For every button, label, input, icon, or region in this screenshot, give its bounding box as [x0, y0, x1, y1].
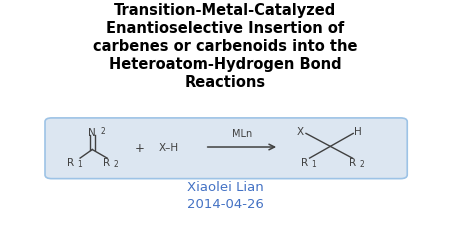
Text: MLn: MLn — [232, 129, 252, 139]
Text: X: X — [297, 127, 304, 137]
Text: R: R — [67, 157, 74, 167]
Text: +: + — [135, 141, 144, 154]
Text: R: R — [349, 157, 356, 167]
Text: Xiaolei Lian
2014-04-26: Xiaolei Lian 2014-04-26 — [187, 180, 263, 210]
Text: 2: 2 — [113, 160, 118, 169]
Text: H: H — [354, 127, 362, 137]
FancyBboxPatch shape — [45, 118, 407, 179]
Text: 1: 1 — [311, 160, 316, 169]
Text: N: N — [88, 128, 95, 138]
Text: X–H: X–H — [159, 142, 179, 152]
Text: R: R — [103, 157, 110, 167]
Text: 1: 1 — [77, 160, 82, 169]
Text: 2: 2 — [100, 127, 105, 136]
Text: 2: 2 — [360, 160, 364, 169]
Text: Transition-Metal-Catalyzed
Enantioselective Insertion of
carbenes or carbenoids : Transition-Metal-Catalyzed Enantioselect… — [93, 3, 357, 89]
Text: R: R — [301, 157, 308, 167]
